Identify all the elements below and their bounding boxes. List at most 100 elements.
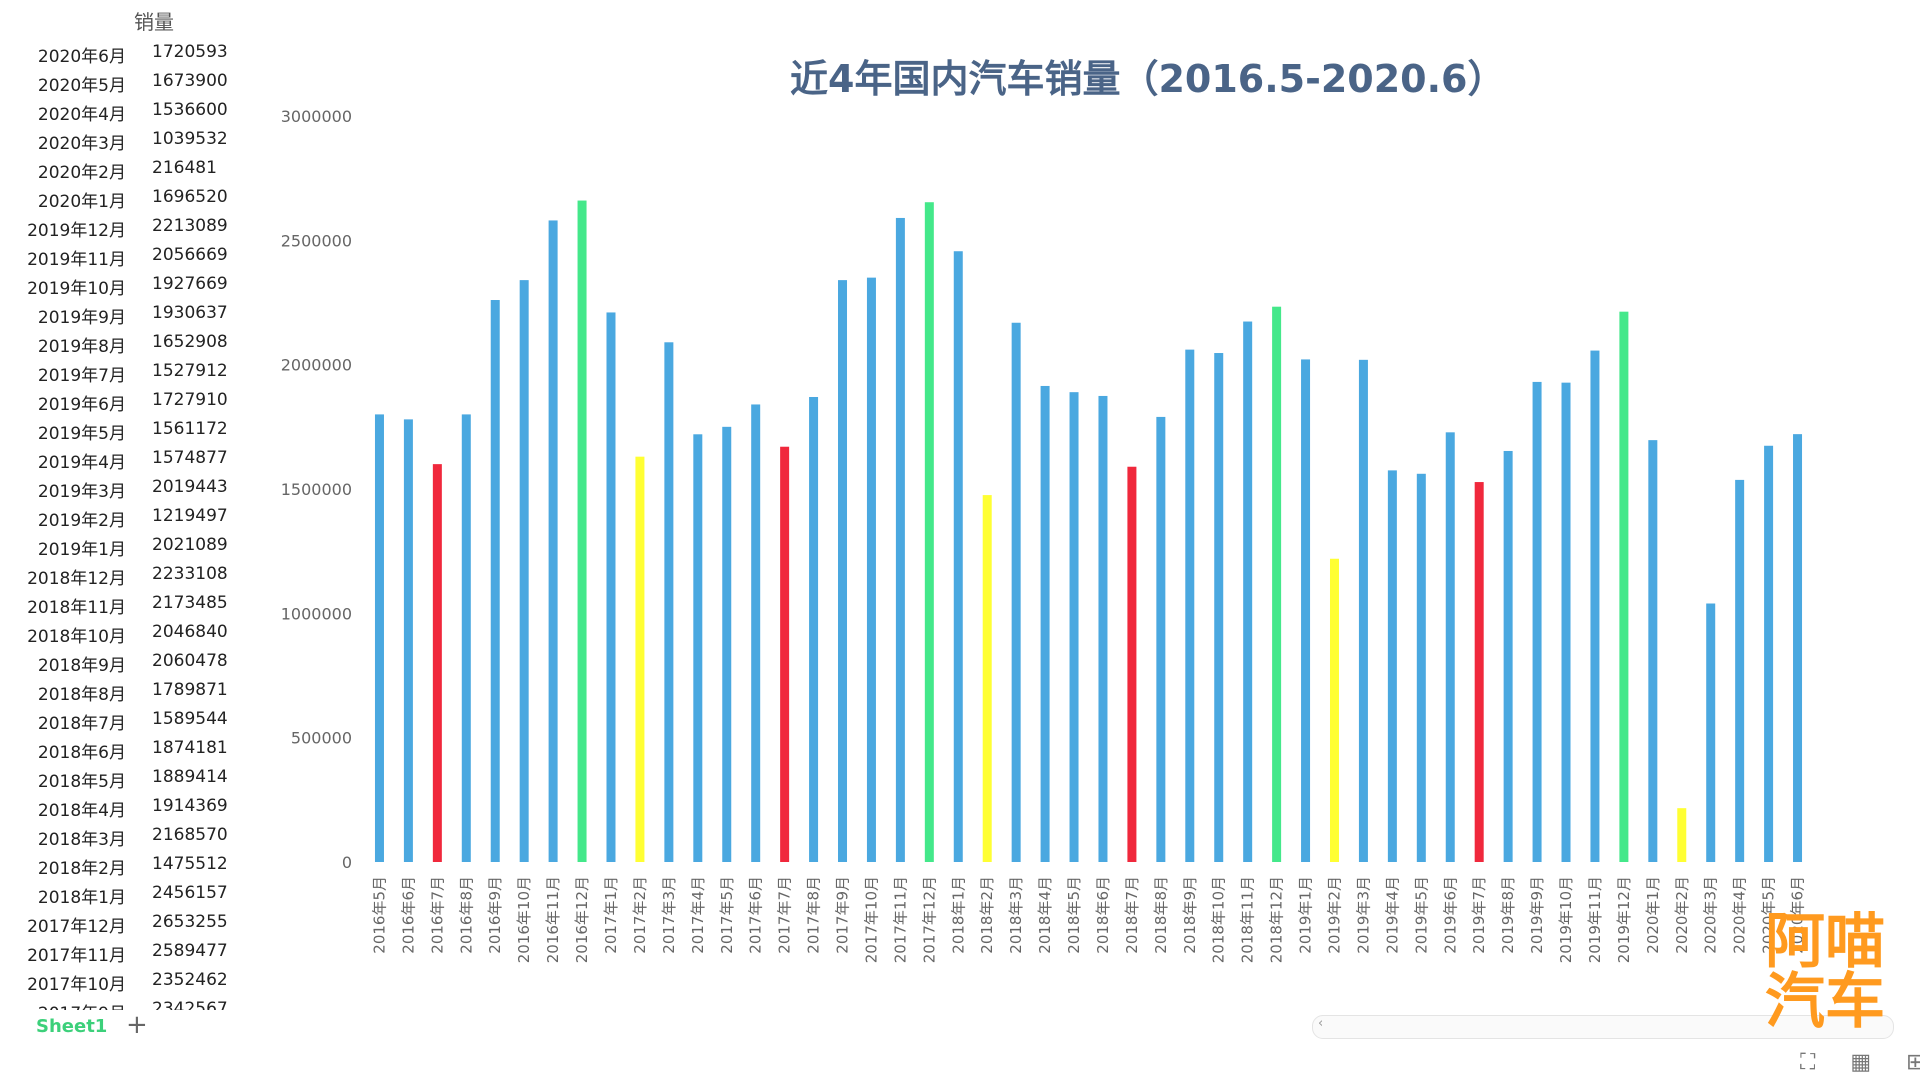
bar[interactable] [374, 414, 384, 862]
bar[interactable] [1590, 350, 1600, 862]
table-row[interactable]: 2017年12月 2653255 [0, 910, 240, 939]
row-value[interactable]: 1652908 [152, 332, 228, 352]
horizontal-scrollbar[interactable] [1312, 1015, 1894, 1039]
table-row[interactable]: 2019年5月 1561172 [0, 417, 240, 446]
row-month[interactable]: 2019年11月 [27, 250, 126, 270]
table-row[interactable]: 2018年7月 1589544 [0, 707, 240, 736]
bar[interactable] [953, 251, 963, 863]
row-value[interactable]: 1720593 [152, 42, 228, 62]
row-month[interactable]: 2019年1月 [37, 540, 126, 560]
bar[interactable] [693, 434, 703, 862]
table-row[interactable]: 2018年3月 2168570 [0, 823, 240, 852]
bar[interactable] [1561, 382, 1571, 862]
bar[interactable] [722, 426, 732, 862]
table-row[interactable]: 2018年6月 1874181 [0, 736, 240, 765]
row-value[interactable]: 1574877 [152, 448, 228, 468]
row-month[interactable]: 2018年7月 [37, 714, 126, 734]
row-value[interactable]: 1889414 [152, 767, 228, 787]
bar[interactable] [1619, 311, 1629, 862]
bar[interactable] [403, 419, 413, 862]
bar[interactable] [1272, 306, 1282, 863]
bar[interactable] [1127, 466, 1137, 862]
row-month[interactable]: 2019年10月 [27, 279, 126, 299]
bar[interactable] [606, 312, 616, 862]
row-value[interactable]: 1874181 [152, 738, 228, 758]
row-value[interactable]: 1930637 [152, 303, 228, 323]
row-month[interactable]: 2019年2月 [37, 511, 126, 531]
bar[interactable] [1416, 473, 1426, 862]
row-month[interactable]: 2020年4月 [37, 105, 126, 125]
table-row[interactable]: 2019年2月 1219497 [0, 504, 240, 533]
table-row[interactable]: 2017年9月 2342567 [0, 997, 240, 1010]
row-value[interactable]: 1527912 [152, 361, 228, 381]
bar[interactable] [780, 446, 790, 862]
row-value[interactable]: 2056669 [152, 245, 228, 265]
row-month[interactable]: 2019年7月 [37, 366, 126, 386]
bar[interactable] [1503, 450, 1513, 862]
table-row[interactable]: 2019年6月 1727910 [0, 388, 240, 417]
sheet-tab[interactable]: Sheet1 [36, 1016, 108, 1037]
bar[interactable] [1069, 392, 1079, 862]
table-row[interactable]: 2018年10月 2046840 [0, 620, 240, 649]
bar[interactable] [1156, 416, 1166, 862]
table-row[interactable]: 2019年1月 2021089 [0, 533, 240, 562]
table-row[interactable]: 2020年1月 1696520 [0, 185, 240, 214]
bar[interactable] [1214, 353, 1224, 862]
bar[interactable] [1793, 434, 1803, 862]
table-row[interactable]: 2019年7月 1527912 [0, 359, 240, 388]
row-value[interactable]: 1589544 [152, 709, 228, 729]
row-month[interactable]: 2019年3月 [37, 482, 126, 502]
row-value[interactable]: 2589477 [152, 941, 228, 961]
bar[interactable] [1706, 603, 1716, 862]
row-month[interactable]: 2019年12月 [27, 221, 126, 241]
bar[interactable] [924, 202, 934, 862]
bar[interactable] [490, 300, 500, 863]
row-value[interactable]: 1914369 [152, 796, 228, 816]
row-month[interactable]: 2018年9月 [37, 656, 126, 676]
row-month[interactable]: 2018年11月 [27, 598, 126, 618]
row-value[interactable]: 2213089 [152, 216, 228, 236]
row-value[interactable]: 2653255 [152, 912, 228, 932]
bar[interactable] [1011, 322, 1021, 863]
row-value[interactable]: 1927669 [152, 274, 228, 294]
bar[interactable] [1243, 321, 1253, 862]
bar[interactable] [1301, 359, 1311, 862]
table-row[interactable]: 2019年9月 1930637 [0, 301, 240, 330]
bar[interactable] [1532, 381, 1542, 862]
row-month[interactable]: 2018年8月 [37, 685, 126, 705]
row-value[interactable]: 2019443 [152, 477, 228, 497]
bar[interactable] [635, 456, 645, 862]
table-row[interactable]: 2019年4月 1574877 [0, 446, 240, 475]
bar[interactable] [1040, 385, 1050, 862]
bar[interactable] [519, 280, 529, 862]
row-value[interactable]: 2352462 [152, 970, 228, 990]
table-row[interactable]: 2018年11月 2173485 [0, 591, 240, 620]
row-value[interactable]: 2060478 [152, 651, 228, 671]
bar[interactable] [809, 396, 819, 862]
table-row[interactable]: 2020年2月 216481 [0, 156, 240, 185]
table-row[interactable]: 2018年9月 2060478 [0, 649, 240, 678]
row-value[interactable]: 1789871 [152, 680, 228, 700]
table-row[interactable]: 2018年8月 1789871 [0, 678, 240, 707]
row-month[interactable]: 2020年2月 [37, 163, 126, 183]
bar[interactable] [548, 220, 558, 862]
row-value[interactable]: 2233108 [152, 564, 228, 584]
bar[interactable] [1677, 808, 1687, 862]
view-mode-icons[interactable]: ⛶ ▦ ⊞ [1800, 1050, 1920, 1075]
row-value[interactable]: 216481 [152, 158, 217, 178]
bar[interactable] [664, 342, 674, 863]
row-month[interactable]: 2020年5月 [37, 76, 126, 96]
table-row[interactable]: 2018年1月 2456157 [0, 881, 240, 910]
row-month[interactable]: 2017年11月 [27, 946, 126, 966]
row-month[interactable]: 2019年9月 [37, 308, 126, 328]
table-row[interactable]: 2019年12月 2213089 [0, 214, 240, 243]
row-month[interactable]: 2020年1月 [37, 192, 126, 212]
row-month[interactable]: 2017年10月 [27, 975, 126, 995]
bar[interactable] [1329, 558, 1339, 862]
row-month[interactable]: 2019年4月 [37, 453, 126, 473]
bar[interactable] [1387, 470, 1397, 862]
bar[interactable] [1474, 482, 1484, 862]
row-value[interactable]: 2342567 [152, 999, 228, 1010]
table-row[interactable]: 2018年12月 2233108 [0, 562, 240, 591]
table-row[interactable]: 2020年5月 1673900 [0, 69, 240, 98]
